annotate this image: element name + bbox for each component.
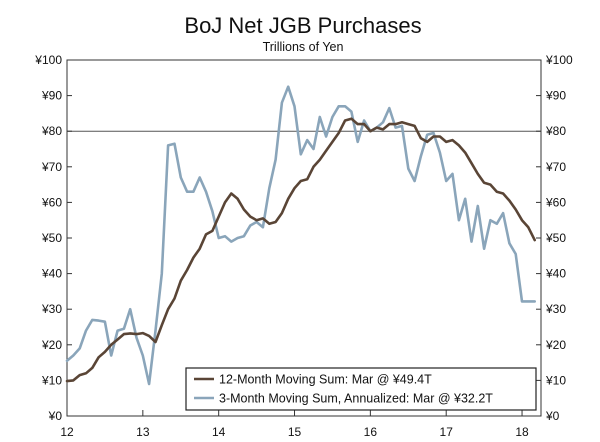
legend-label-3-month: 3-Month Moving Sum, Annualized: Mar @ ¥3… — [219, 392, 493, 406]
y-tick-label-left: ¥90 — [41, 89, 62, 103]
y-tick-label-left: ¥0 — [48, 409, 63, 423]
y-tick-label-left: ¥100 — [34, 53, 62, 67]
x-tick-label: 17 — [440, 425, 454, 439]
y-tick-label-right: ¥80 — [545, 124, 566, 138]
y-tick-label-left: ¥50 — [41, 231, 62, 245]
x-tick-label: 15 — [288, 425, 302, 439]
x-tick-label: 13 — [136, 425, 150, 439]
x-tick-label: 18 — [515, 425, 529, 439]
legend-box — [185, 367, 537, 411]
y-tick-label-right: ¥30 — [545, 302, 566, 316]
series-line-moving-sum-3 — [65, 85, 537, 386]
y-tick-label-right: ¥90 — [545, 89, 566, 103]
x-tick-label: 14 — [212, 425, 226, 439]
y-tick-label-right: ¥70 — [545, 160, 566, 174]
y-tick-label-left: ¥60 — [41, 195, 62, 209]
x-tick-label: 16 — [364, 425, 378, 439]
y-tick-label-right: ¥40 — [545, 267, 566, 281]
y-tick-label-left: ¥40 — [41, 267, 62, 281]
x-tick-label: 12 — [60, 425, 74, 439]
chart-title: BoJ Net JGB Purchases — [184, 13, 421, 38]
y-tick-label-left: ¥70 — [41, 160, 62, 174]
series-line-moving-sum-12 — [65, 117, 537, 383]
y-tick-label-right: ¥50 — [545, 231, 566, 245]
y-tick-label-right: ¥10 — [545, 373, 566, 387]
y-tick-label-right: ¥60 — [545, 195, 566, 209]
y-tick-label-right: ¥0 — [545, 409, 560, 423]
legend: 12-Month Moving Sum: Mar @ ¥49.4T 3-Mont… — [185, 367, 537, 411]
y-tick-label-left: ¥10 — [41, 373, 62, 387]
y-tick-label-right: ¥20 — [545, 338, 566, 352]
y-tick-label-left: ¥30 — [41, 302, 62, 316]
chart-subtitle: Trillions of Yen — [263, 40, 344, 54]
y-tick-label-right: ¥100 — [545, 53, 573, 67]
legend-label-12-month: 12-Month Moving Sum: Mar @ ¥49.4T — [219, 373, 432, 387]
y-tick-label-left: ¥20 — [41, 338, 62, 352]
y-tick-label-left: ¥80 — [41, 124, 62, 138]
